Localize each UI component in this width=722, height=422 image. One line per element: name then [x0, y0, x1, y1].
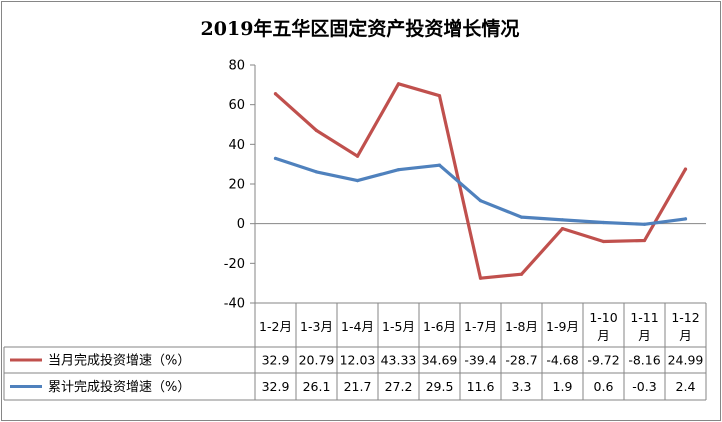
- series-line-2: [273, 156, 688, 226]
- x-tick-label: 1-4月: [341, 319, 374, 334]
- chart-title: 2019年五华区固定资产投资增长情况: [201, 17, 520, 40]
- series-point: [355, 154, 360, 158]
- series-point: [437, 94, 442, 98]
- data-table-value: 0.6: [594, 379, 614, 394]
- x-tick-label: 1-12: [671, 310, 699, 325]
- series-line-1: [273, 82, 688, 280]
- data-table-value: 29.5: [426, 379, 454, 394]
- data-table-value: 21.7: [344, 379, 372, 394]
- series-point: [642, 222, 647, 226]
- series-point: [642, 238, 647, 243]
- data-table-value: -39.4: [464, 353, 496, 368]
- x-tick-label: 1-5月: [382, 319, 415, 334]
- x-tick-label: 1-3月: [300, 319, 333, 334]
- y-tick-label: 60: [228, 98, 245, 113]
- data-table-value: -28.7: [505, 353, 537, 368]
- series-point: [519, 215, 524, 219]
- chart-axes: 80 60 40 20 0 -20 -40: [224, 59, 706, 312]
- data-table-value: -0.3: [632, 379, 656, 394]
- series-point: [314, 128, 319, 133]
- data-table-value: 11.6: [467, 379, 495, 394]
- chart-series: [273, 82, 688, 280]
- x-tick-label: 1-9月: [546, 319, 579, 334]
- series-point: [683, 217, 688, 221]
- data-table-value: 1.9: [553, 379, 573, 394]
- x-tick-label: 1-2月: [259, 319, 292, 334]
- series-point: [519, 272, 524, 276]
- x-tick-label: 月: [638, 328, 651, 343]
- series-point: [601, 239, 606, 244]
- series-point: [683, 167, 688, 171]
- series-point: [273, 92, 278, 96]
- series-point: [396, 82, 401, 86]
- x-tick-label: 月: [679, 328, 692, 343]
- y-tick-label: 20: [228, 178, 245, 193]
- x-tick-label: 1-10: [589, 310, 617, 325]
- data-table: 1-2月 1-3月 1-4月 1-5月 1-6月 1-7月 1-8月 1-9月 1-10 月 1-1…: [3, 302, 707, 401]
- data-table-value: 12.03: [340, 353, 376, 368]
- data-table-value: 26.1: [303, 379, 331, 394]
- data-table-value: 20.79: [299, 353, 335, 368]
- series-point: [314, 170, 319, 174]
- x-tick-label: 1-7月: [464, 319, 497, 334]
- legend-label: 累计完成投资增速（%）: [48, 379, 190, 395]
- legend-label: 当月完成投资增速（%）: [48, 353, 190, 369]
- data-table-value: 27.2: [385, 379, 413, 394]
- y-tick-label: 80: [228, 59, 245, 74]
- y-tick-label: -20: [224, 257, 245, 272]
- data-table-value: 32.9: [262, 379, 290, 394]
- series-point: [396, 168, 401, 172]
- data-table-value: 43.33: [381, 353, 417, 368]
- y-tick-label: 0: [237, 217, 245, 232]
- y-tick-label: -40: [224, 297, 245, 312]
- x-tick-label: 月: [597, 328, 610, 343]
- data-table-value: 24.99: [668, 353, 704, 368]
- series-point: [437, 163, 442, 167]
- y-tick-label: 40: [228, 138, 245, 153]
- series-point: [478, 276, 483, 280]
- series-point: [273, 156, 278, 161]
- data-table-value: 34.69: [422, 353, 458, 368]
- series-point: [355, 179, 360, 183]
- x-tick-label: 1-8月: [505, 319, 538, 334]
- series-point: [601, 220, 606, 225]
- data-table-value: -9.72: [587, 353, 619, 368]
- data-table-value: -8.16: [628, 353, 660, 368]
- data-table-value: 2.4: [676, 379, 696, 394]
- series-point: [560, 227, 565, 231]
- x-tick-label: 1-11: [630, 310, 658, 325]
- data-table-value: 3.3: [512, 379, 532, 394]
- data-table-value: -4.68: [546, 353, 578, 368]
- series-point: [560, 218, 565, 222]
- x-tick-label: 1-6月: [423, 319, 456, 334]
- data-table-value: 32.9: [262, 353, 290, 368]
- series-point: [478, 199, 483, 203]
